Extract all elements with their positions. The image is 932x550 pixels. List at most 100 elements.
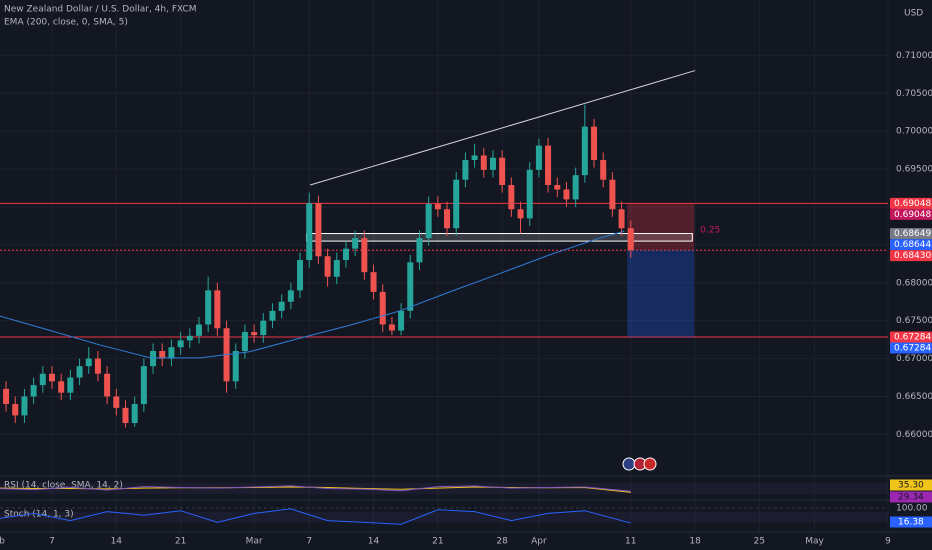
candle-body [85, 358, 92, 367]
x-tick-label: 18 [689, 537, 701, 547]
candle-body [361, 238, 368, 273]
price-label: 0.69048 [894, 210, 931, 220]
x-tick-label: 7 [49, 537, 55, 547]
event-icons[interactable] [622, 457, 657, 471]
candle-body [508, 185, 515, 210]
candle-body [591, 126, 598, 161]
indicator-title: EMA (200, close, 0, SMA, 5) [4, 18, 128, 28]
stoch-label-bg [890, 516, 932, 528]
trendline [310, 70, 696, 186]
candle-body [618, 209, 625, 229]
candle-body [398, 310, 405, 331]
candle-body [554, 185, 561, 190]
y-tick-label: 0.70000 [896, 127, 932, 137]
candle-body [214, 290, 221, 329]
candle-body [434, 203, 441, 210]
candle-body [297, 260, 304, 291]
candle-body [278, 301, 285, 311]
candle-body [186, 335, 193, 341]
rsi-label: 35.30 [898, 481, 924, 491]
price-label: 0.68644 [894, 240, 931, 250]
candle-body [444, 209, 451, 229]
y-tick-label: 0.66000 [896, 430, 932, 440]
price-label-bg [890, 197, 932, 209]
flag-icon[interactable] [643, 457, 657, 471]
x-tick-label: 14 [368, 537, 380, 547]
candle-body [572, 175, 579, 200]
candle-body [12, 404, 19, 416]
candle-body [379, 291, 386, 325]
candle-body [352, 238, 359, 249]
x-tick-label: 14 [111, 537, 123, 547]
ema-line [0, 230, 625, 359]
candle-body [342, 248, 349, 261]
price-label-bg [890, 208, 932, 220]
candle-body [306, 203, 313, 261]
x-tick-label: 21 [432, 537, 443, 547]
y-tick-label: 0.68000 [896, 278, 932, 288]
y-tick-label: 0.66500 [896, 392, 932, 402]
rsi-title: RSI (14, close, SMA, 14, 2) [4, 481, 123, 491]
x-tick-label: 7 [306, 537, 312, 547]
candle-body [168, 347, 175, 359]
candle-body [287, 290, 294, 302]
price-label-bg [890, 342, 932, 354]
candle-body [333, 260, 340, 277]
price-label-bg [890, 239, 932, 251]
price-label: 0.68649 [894, 229, 931, 239]
candle-body [315, 203, 322, 257]
stop-zone [627, 203, 695, 251]
y-tick-label: 0.69500 [896, 165, 932, 175]
candle-body [453, 179, 460, 229]
candle-body [104, 373, 111, 397]
candle-body [407, 262, 414, 311]
candle-body [58, 381, 65, 393]
candle-body [609, 179, 616, 210]
candle-body [324, 256, 331, 277]
candle-body [39, 373, 46, 386]
candle-body [370, 272, 377, 292]
x-tick-label: 25 [754, 537, 765, 547]
candle-body [545, 145, 552, 186]
price-label: 0.68430 [894, 251, 931, 261]
candle-body [205, 290, 212, 325]
candle-body [195, 324, 202, 336]
ratio-label: 0.25 [700, 226, 720, 236]
price-label: 0.67284 [894, 344, 931, 354]
y-tick-label: 0.67000 [896, 354, 932, 364]
stoch-label: 16.38 [898, 518, 924, 528]
y-tick-label: 0.71000 [896, 51, 932, 61]
x-tick-label: 11 [625, 537, 636, 547]
candle-body [140, 366, 147, 405]
x-tick-label: Apr [531, 537, 547, 547]
candle-body [425, 203, 432, 239]
candle-body [122, 407, 129, 424]
candle-body [177, 340, 184, 348]
candle-body [260, 320, 267, 336]
x-tick-label: 9 [885, 537, 891, 547]
x-tick-label: Mar [246, 537, 263, 547]
candle-body [526, 169, 533, 219]
candle-body [471, 155, 478, 161]
candle-body [489, 157, 496, 170]
flag-icon[interactable] [622, 457, 636, 471]
price-axis [888, 0, 932, 550]
price-label: 0.69048 [894, 199, 931, 209]
stoch-tick-label: 100.00 [896, 504, 928, 514]
price-label-bg [890, 331, 932, 343]
x-tick-label: May [805, 537, 824, 547]
price-label: 0.67284 [894, 333, 931, 343]
x-tick-label: 21 [175, 537, 186, 547]
candle-body [388, 324, 395, 331]
candle-body [563, 189, 570, 200]
rsi-label: 29.34 [898, 493, 924, 503]
stoch-band [0, 511, 888, 523]
candle-body [67, 377, 74, 393]
candle-body [600, 160, 607, 180]
rsi-band [0, 482, 888, 495]
rsi-label-bg [890, 491, 932, 503]
currency: USD [904, 9, 923, 19]
